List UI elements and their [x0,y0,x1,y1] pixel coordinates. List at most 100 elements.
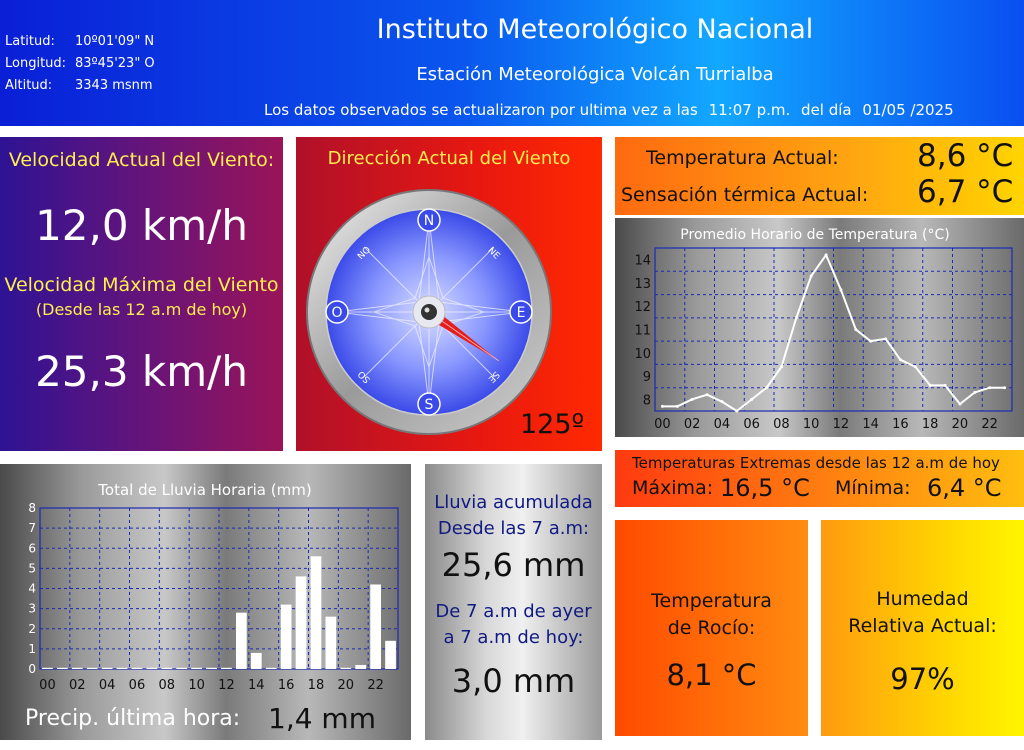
rain-bar [71,667,83,669]
longitude-label: Longitud: [5,56,67,71]
rain-acc-label-1: Lluvia acumulada [434,492,593,513]
rain-y-tick-label: 5 [28,561,36,575]
compass-n-label: N [424,213,434,229]
rain-x-tick-label: 14 [248,678,265,693]
rain-y-tick-label: 0 [28,662,36,676]
rain-bar [310,556,322,669]
page-title: Instituto Meteorológico Nacional [376,14,814,45]
rain-bar [146,667,158,669]
rain-bar [101,667,113,669]
rain-chart-title: Total de Lluvia Horaria (mm) [97,481,311,499]
temp-data-point [720,400,724,404]
temp-y-tick-label: 13 [634,277,651,292]
extremes-label: Temperaturas Extremas desde las 12 a.m d… [632,454,1000,472]
wind-current-value: 12,0 km/h [35,201,248,250]
temp-data-point [675,404,679,408]
temp-data-point [779,365,783,369]
temp-data-point [973,390,977,394]
wind-max-label: Velocidad Máxima del Viento [4,274,279,296]
station-name: Estación Meteorológica Volcán Turrialba [416,64,774,85]
update-prefix: Los datos observados se actualizaron por… [264,101,698,119]
rain-y-tick-label: 2 [28,622,36,636]
rain-x-tick-label: 08 [159,678,176,693]
rain-bar [176,667,188,669]
humidity-value: 97% [890,662,955,696]
temp-data-point [898,358,902,362]
rain-prev-value: 3,0 mm [451,662,576,700]
update-date: 01/05 /2025 [862,101,954,119]
temp-current-label: Temperatura Actual: [646,147,839,169]
rain-bar [355,664,367,669]
temp-plot-frame [654,247,1013,412]
temp-data-point [928,383,932,387]
latitude-value: 10º01'09" N [75,34,155,49]
latitude-row: Latitud: 10º01'09" N [5,34,154,49]
temp-x-tick-label: 18 [922,417,939,432]
rain-bar [206,667,217,669]
rain-prev-label-1: De 7 a.m de ayer [435,601,592,622]
rain-bar [325,616,337,669]
temperature-extremes-panel: Temperaturas Extremas desde las 12 a.m d… [615,450,1024,507]
temp-y-tick-label: 10 [634,347,651,362]
update-line: Los datos observados se actualizaron por… [264,101,960,119]
wind-max-value: 25,3 km/h [35,347,248,396]
rain-bar [340,667,352,669]
rain-acc-value: 25,6 mm [441,546,586,584]
feels-like-value: 6,7 °C [917,174,1014,210]
rain-bar [42,667,53,669]
rain-accumulated-panel: Lluvia acumulada Desde las 7 a.m: 25,6 m… [425,464,602,740]
rain-chart-panel: Total de Lluvia Horaria (mm) 0 1 2 3 4 5 6 7 8 00… [0,464,411,740]
compass: N E S O NE NO SE SO [306,189,552,435]
temp-x-tick-label: 02 [684,417,701,432]
temperature-chart-title: Promedio Horario de Temperatura (°C) [680,227,949,243]
rain-bar [265,667,277,669]
compass-e-label: E [517,305,526,321]
temp-y-tick-label: 14 [634,254,651,269]
compass-north-marker [417,208,441,232]
temp-x-tick-label: 16 [892,417,909,432]
rain-bar [86,667,98,669]
rain-acc-label-2: Desde las 7 a.m: [437,518,590,539]
rain-prev-label-2: a 7 a.m de hoy: [443,627,584,648]
compass-s-label: S [425,397,434,413]
temp-x-tick-label: 08 [773,417,790,432]
compass-w-label: O [331,305,342,321]
rain-y-tick-label: 1 [28,642,36,656]
update-mid: del día [801,101,852,119]
temp-y-tick-label: 11 [634,324,651,339]
temp-data-point [958,402,962,406]
temp-x-tick-label: 10 [803,417,820,432]
latitude-label: Latitud: [5,34,55,49]
temp-x-tick-label: 14 [862,417,879,432]
max-temp-label: Máxima: [632,477,714,499]
dew-label-2: de Rocío: [667,617,756,639]
wind-direction-value: 125º [520,409,585,440]
temp-current-value: 8,6 °C [917,138,1014,174]
min-temp-value: 6,4 °C [927,474,1002,502]
last-hour-value: 1,4 mm [268,702,376,735]
rain-y-tick-label: 7 [28,521,36,535]
temp-data-point [988,386,992,390]
rain-plot-frame [39,507,399,670]
temp-x-tick-label: 20 [952,417,969,432]
rain-bar [131,667,143,669]
temp-data-point [943,383,947,387]
min-temp-label: Mínima: [835,477,911,499]
rain-x-tick-label: 06 [129,678,146,693]
rain-x-tick-label: 00 [39,678,56,693]
temperature-panel: Temperatura Actual: 8,6 °C Sensación tér… [615,137,1024,215]
temp-y-tick-label: 8 [643,393,651,408]
rain-x-tick-label: 16 [278,678,295,693]
rain-bar [295,576,307,669]
rain-x-tick-label: 22 [367,678,384,693]
longitude-value: 83º45'23" O [75,56,155,71]
temp-y-tick-label: 9 [643,370,651,385]
temp-data-point [750,397,754,401]
temp-data-point [1003,386,1007,390]
temp-data-point [705,393,709,397]
temp-data-point [809,274,813,278]
temp-x-tick-label: 22 [981,417,998,432]
compass-east-marker [509,300,533,324]
last-hour-label: Precip. última hora: [25,706,241,731]
temp-data-point [794,316,798,320]
